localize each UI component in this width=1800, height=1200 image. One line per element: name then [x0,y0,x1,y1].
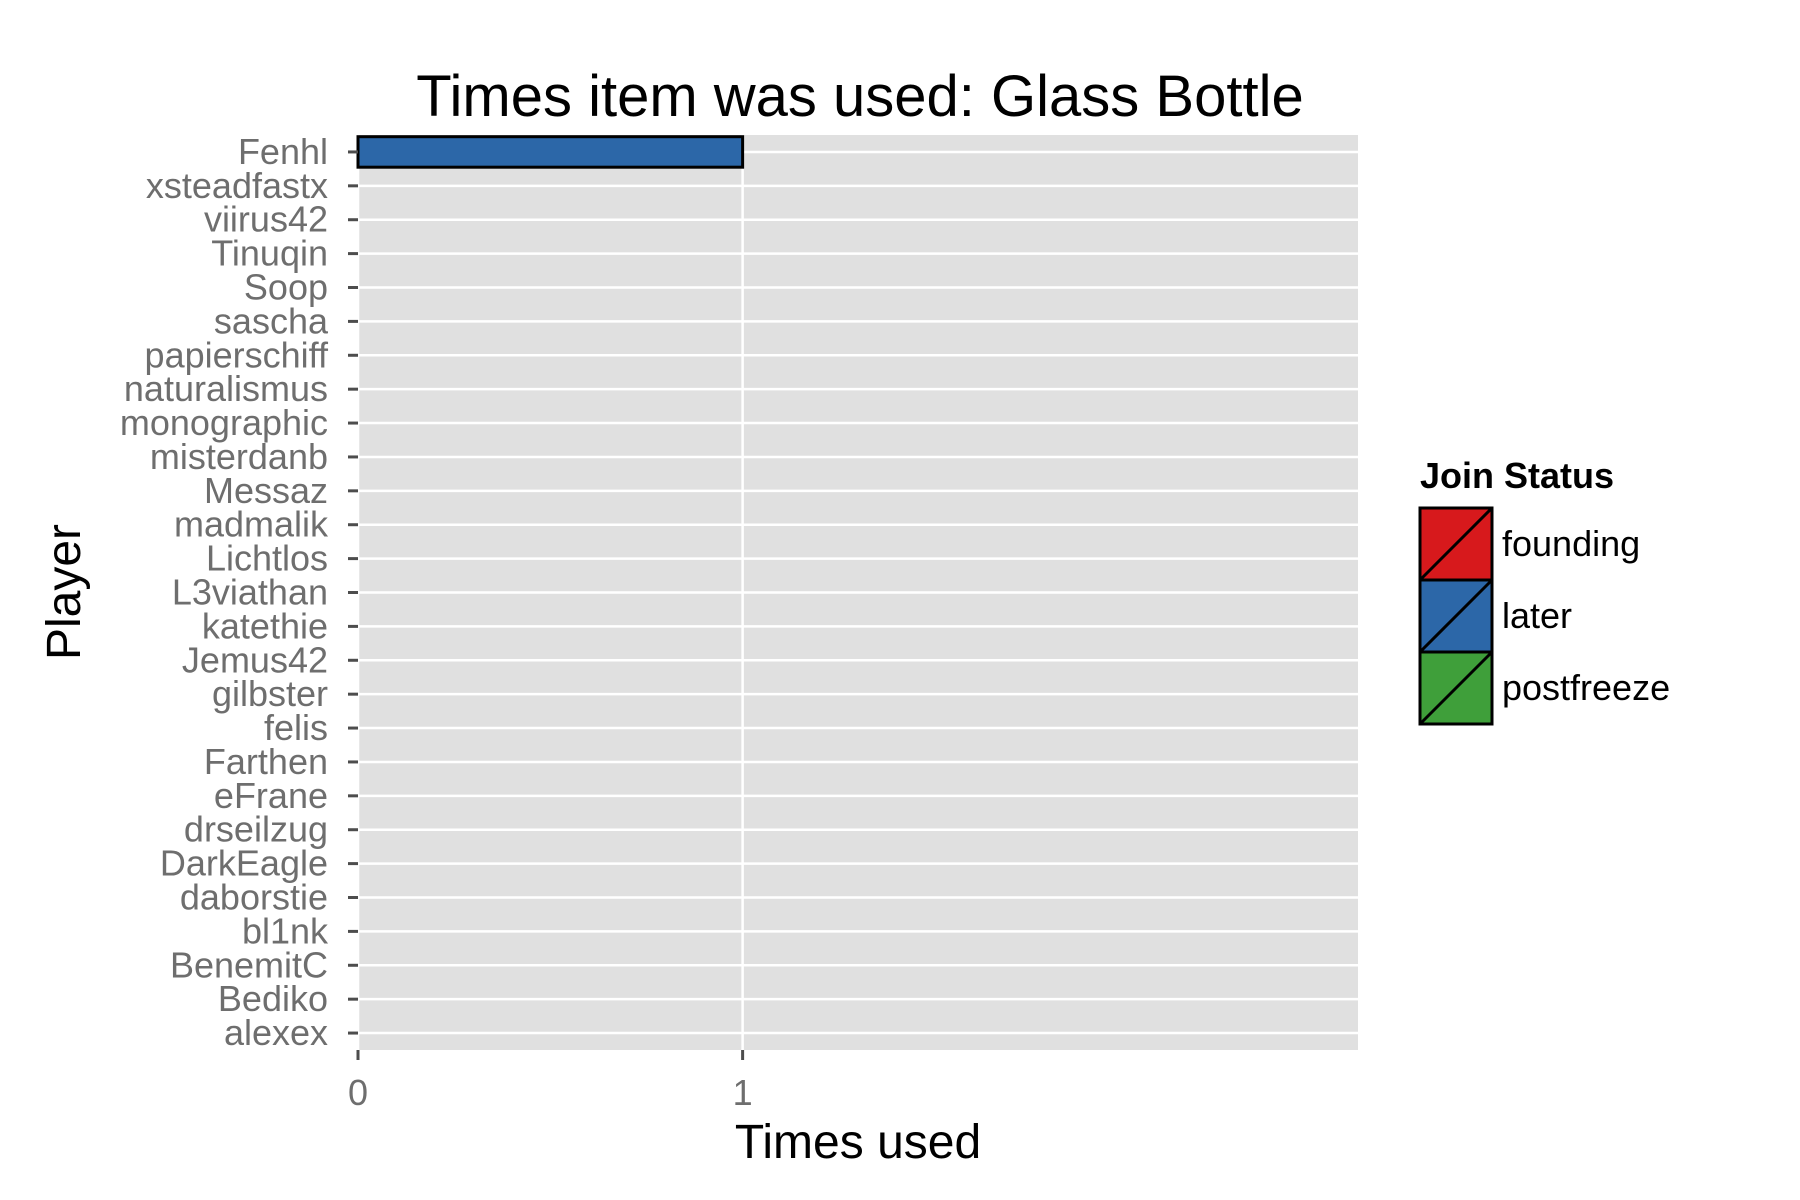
y-tick-label: L3viathan [172,572,328,613]
legend-key-slash [1418,578,1494,654]
legend-label-postfreeze: postfreeze [1502,667,1670,708]
chart-title: Times item was used: Glass Bottle [416,64,1303,129]
y-tick-label: Lichtlos [206,538,328,579]
y-tick-label: Tinuqin [211,233,328,274]
bar-Fenhl [356,135,745,169]
y-tick-label: drseilzug [184,809,328,850]
x-tick-label: 0 [348,1072,368,1113]
legend: Join Status founding later postfreeze [1418,455,1670,726]
y-tick-label: bl1nk [242,910,329,951]
legend-label-later: later [1502,595,1572,636]
y-tick-label: eFrane [214,775,328,816]
x-axis-title: Times used [735,1116,981,1169]
y-tick-label: Bediko [218,978,328,1019]
y-tick-label: DarkEagle [160,843,328,884]
y-tick-label: alexex [224,1012,328,1053]
y-tick-label: felis [264,707,328,748]
y-tick-label: naturalismus [124,368,328,409]
y-tick-label: Jemus42 [182,639,328,680]
y-tick-label: Messaz [204,470,328,511]
x-tick-label: 1 [733,1072,753,1113]
y-tick-label: gilbster [212,673,328,714]
y-tick-label: BenemitC [170,944,328,985]
y-tick-label: viirus42 [204,199,328,240]
gridlines [356,135,1358,1050]
y-tick-label: Fenhl [238,131,328,172]
y-tick-label: madmalik [174,504,329,545]
legend-label-founding: founding [1502,523,1640,564]
y-axis-title: Player [38,524,91,660]
legend-title: Join Status [1420,455,1614,496]
y-tick-label: sascha [214,300,329,341]
y-tick-label: Farthen [204,741,328,782]
legend-key-slash [1418,506,1494,582]
legend-key-slash [1418,650,1494,726]
y-tick-label: katethie [202,605,328,646]
y-tick-label: monographic [120,402,328,443]
y-tick-label: papierschiff [145,334,329,375]
y-tick-label: xsteadfastx [146,165,328,206]
bars [356,135,745,169]
y-tick-label: misterdanb [150,436,328,477]
y-tick-label: daborstie [180,877,328,918]
y-axis: alexexBedikoBenemitCbl1nkdaborstieDarkEa… [120,131,358,1053]
y-tick-label: Soop [244,267,328,308]
